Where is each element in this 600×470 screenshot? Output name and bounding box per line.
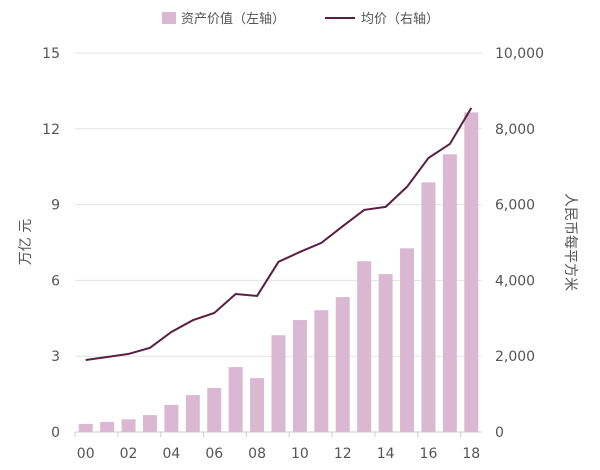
bar-08 <box>250 378 264 432</box>
x-tick-label: 08 <box>248 446 266 462</box>
left-tick-label: 12 <box>42 122 60 138</box>
legend-line-label: 均价（右轴） <box>361 12 439 27</box>
left-tick-label: 3 <box>51 349 60 365</box>
bar-09 <box>272 335 286 432</box>
bar-07 <box>229 367 243 432</box>
x-tick-label: 04 <box>162 446 180 462</box>
bar-05 <box>186 395 200 432</box>
bar-13 <box>357 261 371 432</box>
x-tick-label: 18 <box>462 446 480 462</box>
right-tick-label: 4,000 <box>495 273 535 289</box>
right-tick-label: 2,000 <box>495 349 535 365</box>
left-axis-label: 万亿 元 <box>18 219 34 265</box>
right-axis-label: 人民币每平方米 <box>562 193 578 291</box>
bar-01 <box>100 422 114 432</box>
legend-bar-label: 资产价值（左轴） <box>181 11 285 27</box>
bar-14 <box>379 274 393 432</box>
bar-11 <box>314 310 328 432</box>
right-tick-label: 10,000 <box>495 46 544 62</box>
bar-04 <box>164 405 178 432</box>
bar-10 <box>293 320 307 432</box>
bar-18 <box>464 112 478 432</box>
bar-16 <box>421 182 435 432</box>
x-tick-label: 00 <box>77 446 95 462</box>
bar-17 <box>443 154 457 432</box>
bar-15 <box>400 248 414 432</box>
bar-06 <box>207 388 221 432</box>
x-tick-label: 12 <box>334 446 352 462</box>
x-tick-label: 14 <box>377 446 395 462</box>
x-tick-label: 06 <box>205 446 223 462</box>
right-tick-label: 8,000 <box>495 122 535 138</box>
right-tick-label: 6,000 <box>495 198 535 214</box>
bar-03 <box>143 415 157 432</box>
x-tick-label: 16 <box>420 446 438 462</box>
x-tick-label: 10 <box>291 446 309 462</box>
left-tick-label: 15 <box>42 46 60 62</box>
bar-02 <box>122 419 136 432</box>
x-tick-label: 02 <box>120 446 138 462</box>
bar-12 <box>336 297 350 432</box>
bar-00 <box>79 424 93 432</box>
left-tick-label: 6 <box>51 273 60 289</box>
right-tick-label: 0 <box>495 425 504 441</box>
legend-bar-swatch <box>162 12 176 24</box>
left-tick-label: 0 <box>51 425 60 441</box>
left-tick-label: 9 <box>51 198 60 214</box>
